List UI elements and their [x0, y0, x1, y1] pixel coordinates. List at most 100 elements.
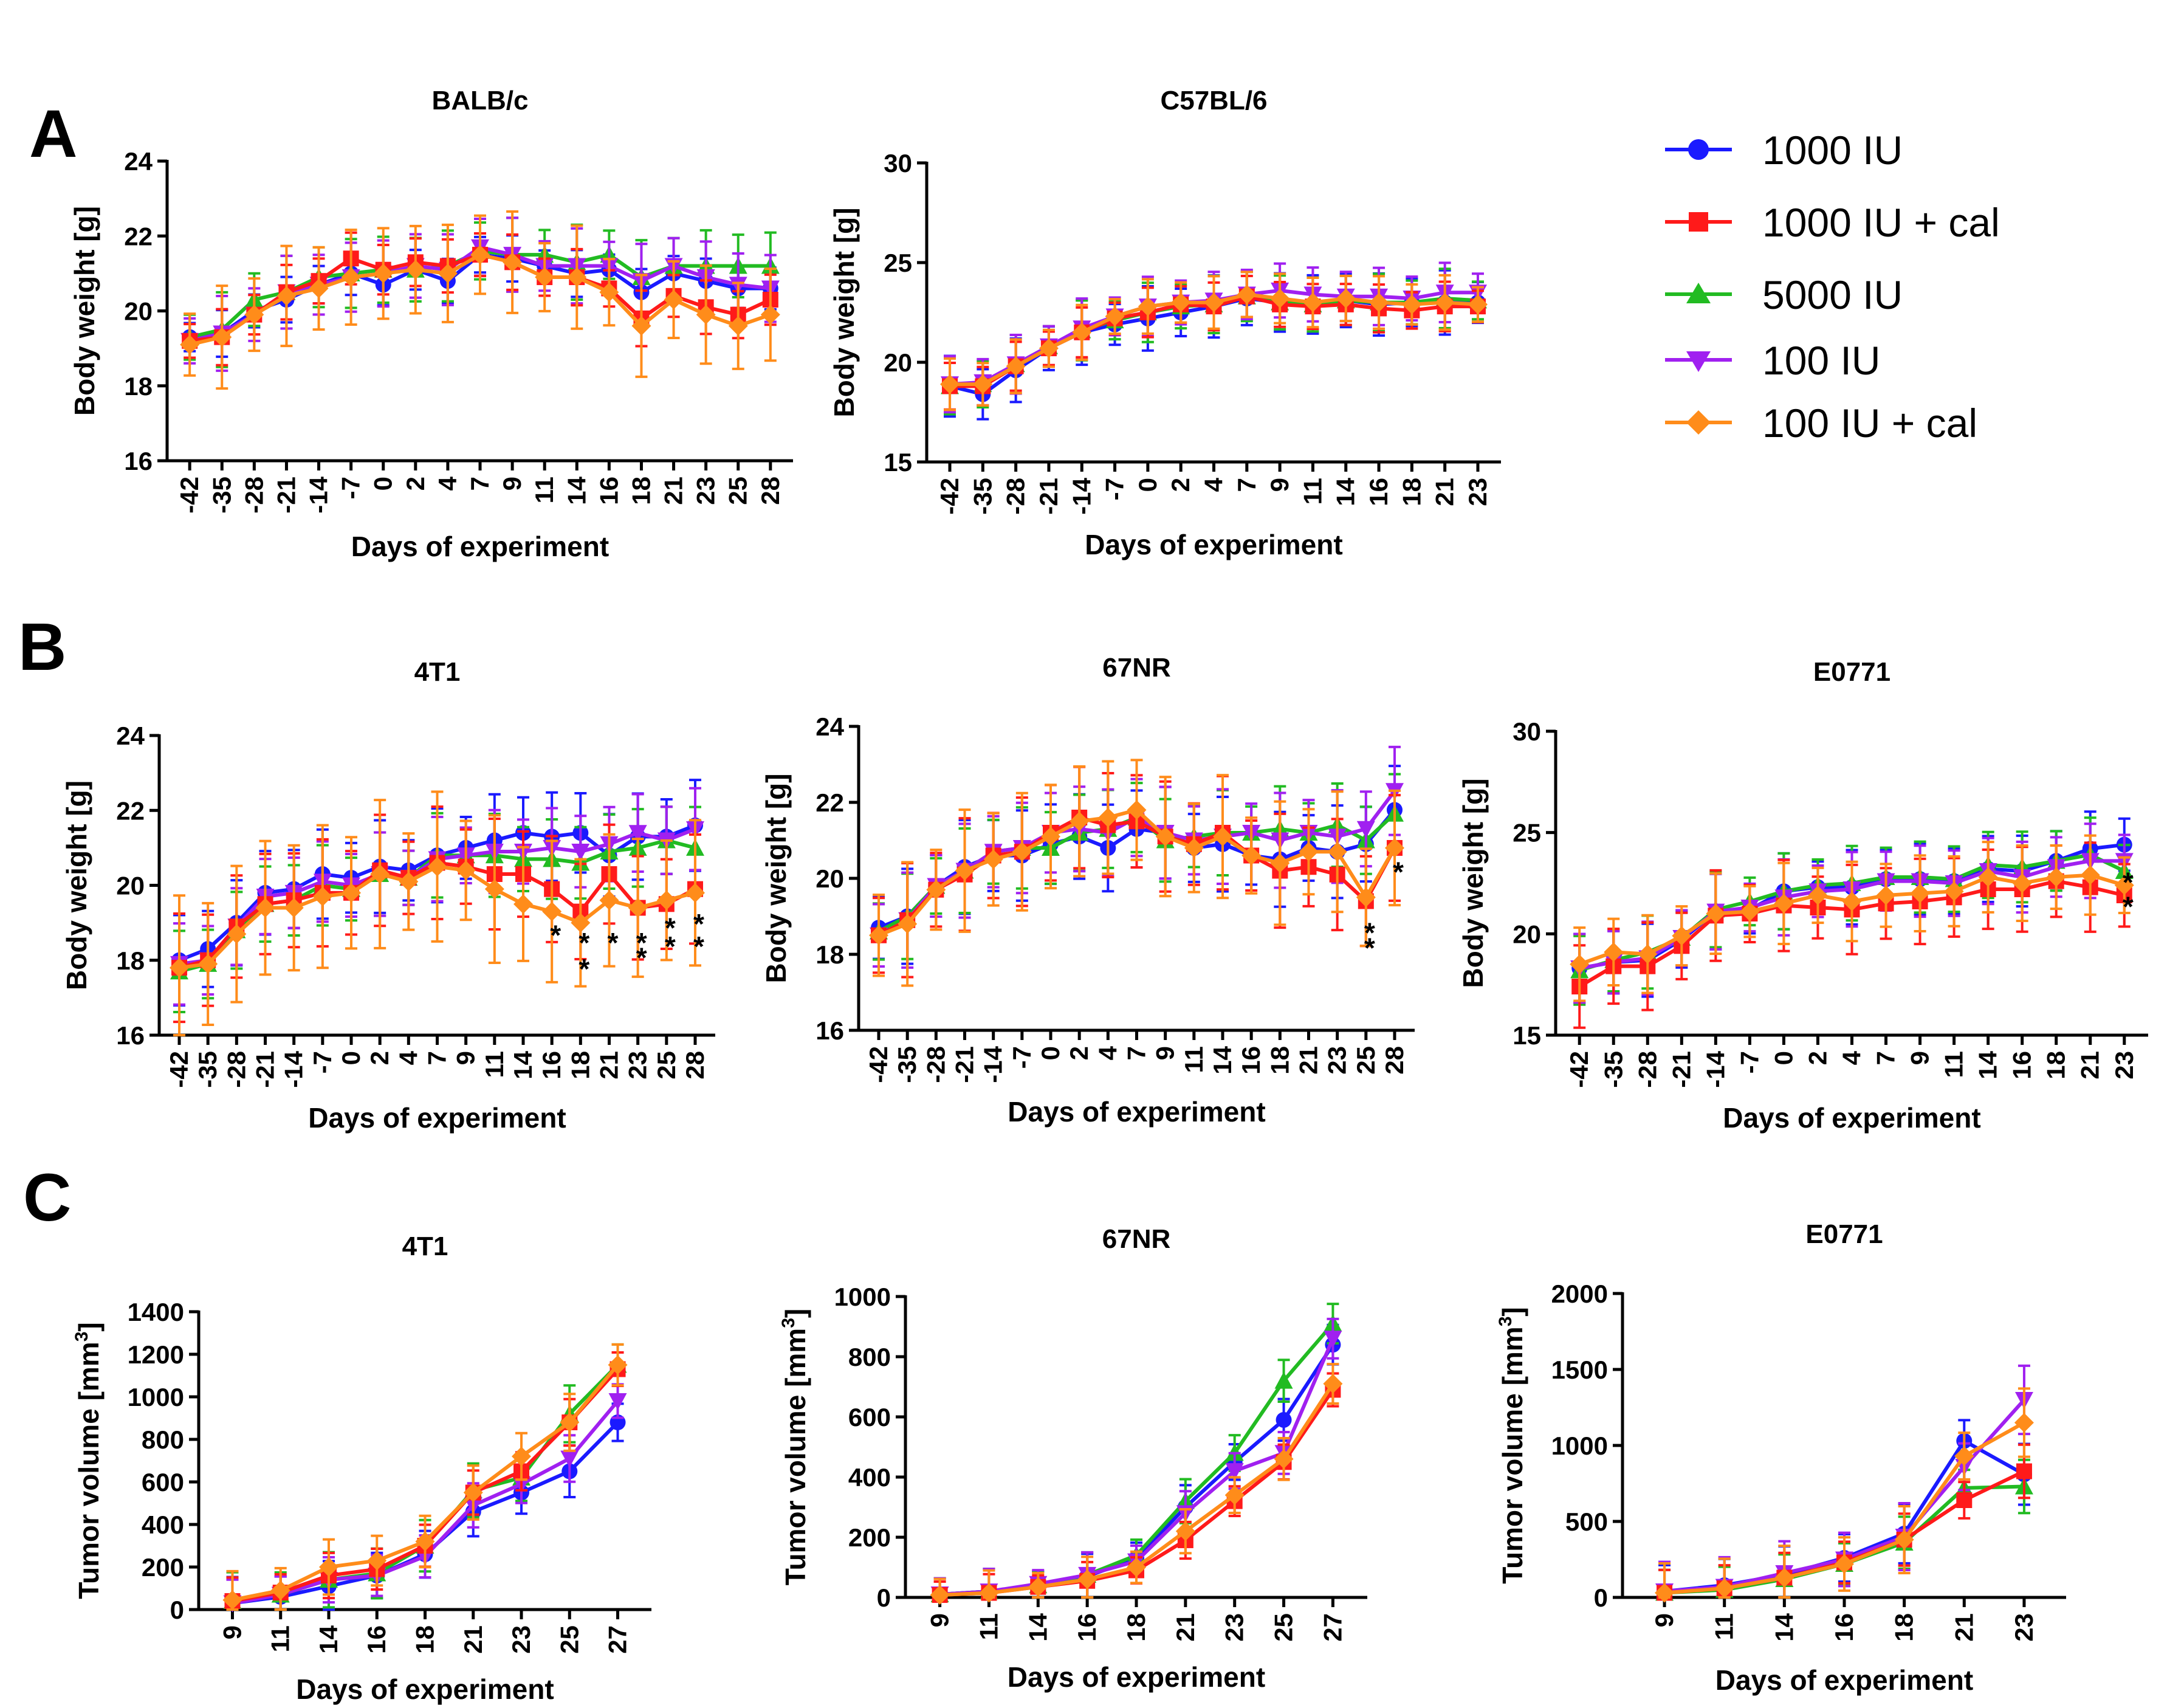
x-tick-label: 25: [652, 1051, 681, 1080]
y-axis-label-text: Tumor volume [mm: [1497, 1326, 1528, 1583]
x-tick-label: 21: [1171, 1613, 1200, 1642]
y-tick-label: 20: [884, 348, 912, 377]
x-tick-label: -7: [1101, 478, 1129, 500]
panel-label-b: B: [18, 610, 66, 684]
y-tick-label: 20: [124, 297, 153, 326]
significance-marker: *: [608, 927, 619, 959]
y-tick-label: 600: [142, 1468, 184, 1497]
legend-marker-1000-iu-cal: [1689, 212, 1708, 232]
data-point: [1956, 1492, 1973, 1508]
x-axis-label: Days of experiment: [1715, 1664, 1973, 1696]
data-point: [405, 260, 425, 280]
x-tick-label: 18: [1265, 1046, 1294, 1075]
x-tick-label: 9: [1265, 478, 1294, 492]
x-tick-label: 18: [627, 477, 655, 505]
x-tick-label: 28: [1380, 1046, 1409, 1075]
legend-marker-100-iu-cal: [1686, 410, 1711, 435]
data-point: [198, 954, 218, 974]
data-point: [599, 282, 619, 302]
data-point: [940, 374, 960, 394]
data-point: [1212, 827, 1232, 847]
data-point: [760, 305, 780, 325]
data-point: [415, 1532, 435, 1551]
x-tick-label: 9: [925, 1613, 954, 1627]
x-tick-label: -28: [239, 477, 268, 514]
legend-label-100-iu-cal: 100 IU + cal: [1762, 401, 1977, 446]
y-tick-label: 15: [884, 448, 912, 477]
y-axis-label: Body weight [g]: [1457, 779, 1489, 988]
x-tick-label: -14: [1067, 477, 1096, 514]
data-point: [685, 883, 705, 903]
y-tick-label: 24: [816, 712, 844, 741]
y-tick-label: 1200: [128, 1340, 184, 1369]
data-point: [1012, 842, 1032, 862]
x-tick-label: -14: [1701, 1050, 1729, 1087]
y-tick-label: 1400: [128, 1298, 184, 1326]
chart-title: C57BL/6: [1160, 86, 1267, 115]
data-point: [2114, 875, 2134, 895]
chart-title: E0771: [1805, 1219, 1883, 1249]
x-tick-label: 21: [659, 477, 688, 505]
x-tick-label: 7: [1872, 1051, 1900, 1065]
data-point: [1155, 827, 1175, 847]
y-tick-label: 18: [116, 946, 145, 975]
panel-label-c: C: [23, 1160, 71, 1235]
data-point: [1910, 883, 1930, 903]
data-point: [1876, 886, 1896, 905]
significance-marker: *: [1364, 932, 1375, 964]
x-tick-label: 0: [1133, 478, 1162, 492]
x-tick-label: -35: [1599, 1051, 1627, 1088]
x-axis-label: Days of experiment: [1723, 1102, 1980, 1134]
x-tick-label: 16: [1073, 1613, 1101, 1642]
x-tick-label: 14: [314, 1625, 343, 1653]
data-point: [1356, 887, 1376, 908]
data-point: [255, 898, 275, 918]
data-point: [1604, 942, 1624, 962]
x-tick-label: 9: [498, 477, 526, 491]
x-tick-label: -35: [207, 477, 236, 514]
x-tick-label: 23: [507, 1625, 535, 1654]
x-tick-label: 14: [562, 476, 591, 505]
x-tick-label: 18: [1122, 1613, 1150, 1642]
x-tick-label: 16: [2008, 1051, 2036, 1080]
x-tick-label: -14: [979, 1045, 1008, 1083]
data-point: [973, 374, 993, 394]
data-point: [2016, 1463, 2032, 1479]
x-tick-label: -28: [222, 1051, 250, 1088]
x-tick-label: 11: [266, 1625, 295, 1652]
data-point: [1327, 842, 1347, 862]
chart-title: 67NR: [1102, 653, 1171, 683]
data-point: [1105, 306, 1125, 326]
x-tick-label: 2: [1166, 478, 1195, 492]
data-point: [399, 872, 419, 892]
legend-label-1000-iu: 1000 IU: [1762, 128, 1903, 173]
y-tick-label: 400: [142, 1510, 184, 1539]
data-point: [370, 864, 390, 884]
data-point: [1070, 811, 1090, 832]
data-point: [898, 914, 918, 934]
data-point: [983, 849, 1003, 869]
data-point: [342, 883, 362, 903]
data-point: [1740, 901, 1760, 921]
significance-marker: *: [693, 908, 704, 940]
y-tick-label: 15: [1513, 1021, 1541, 1050]
data-point: [170, 958, 190, 978]
data-point: [1077, 1569, 1097, 1590]
data-point: [284, 898, 304, 918]
data-point: [1714, 1579, 1734, 1598]
x-tick-label: 2: [1065, 1046, 1093, 1060]
data-point: [470, 245, 490, 265]
y-tick-label: 500: [1565, 1507, 1608, 1536]
y-tick-label: 22: [124, 222, 153, 250]
x-tick-label: -28: [921, 1046, 950, 1083]
data-point: [1835, 1554, 1854, 1574]
data-point: [1774, 894, 1794, 914]
chart-title: 67NR: [1102, 1224, 1171, 1254]
x-tick-label: 14: [1023, 1613, 1052, 1641]
data-point: [456, 860, 476, 880]
data-point: [276, 286, 297, 306]
x-tick-label: 0: [1769, 1051, 1798, 1065]
series-100-iu-cal: [1570, 834, 2134, 1002]
data-point: [1570, 954, 1590, 974]
